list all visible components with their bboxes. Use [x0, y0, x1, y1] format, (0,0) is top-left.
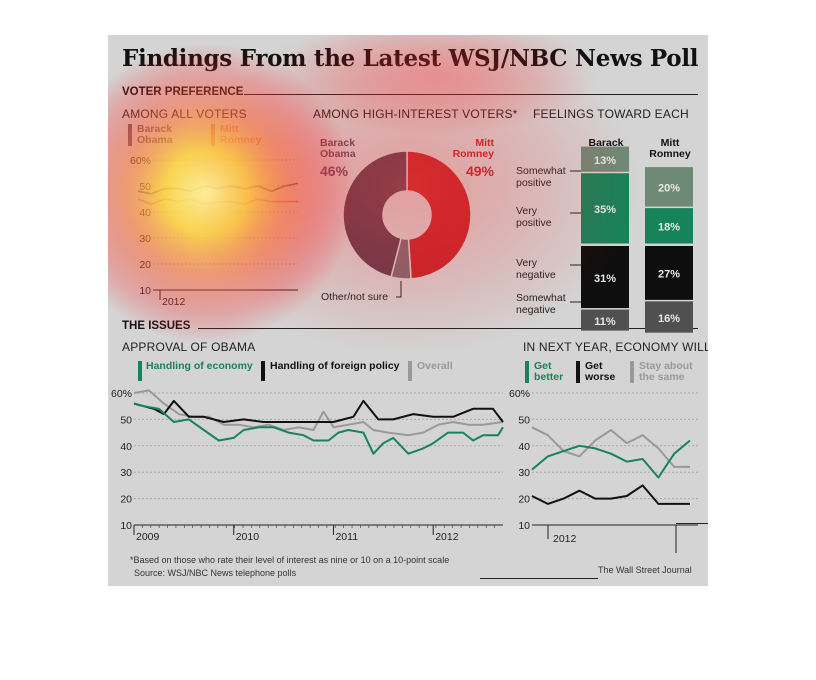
footnote: *Based on those who rate their level of … — [130, 555, 450, 565]
all-voters-y-tick: 20 — [139, 259, 151, 271]
feelings-obama-value-2: 31% — [594, 273, 616, 285]
infographic-panel: Findings From the Latest WSJ/NBC News Po… — [108, 35, 708, 586]
feelings-obama-value-3: 11% — [594, 316, 616, 328]
approval-y-tick: 10 — [120, 520, 132, 532]
economy-y-tick: 50 — [518, 414, 530, 426]
economy-legend-label: Handling of economy — [146, 360, 253, 372]
feelings-romney-value-3: 16% — [658, 313, 680, 325]
all-voters-x-tick: 2012 — [162, 296, 186, 308]
economy-line-get-better — [531, 439, 691, 479]
economy-line-stay-about-the-same — [531, 426, 690, 468]
all-voters-y-tick: 40 — [139, 207, 151, 219]
approval-line-overall — [133, 389, 504, 437]
overall-legend-swatch — [408, 361, 412, 381]
other-leader-line — [396, 281, 402, 298]
get-better-legend-label: Get better — [534, 360, 564, 383]
feelings-romney-bar-3 — [645, 301, 693, 333]
stray-line — [480, 578, 598, 579]
feelings-romney-value-0: 20% — [658, 183, 680, 195]
foreign-policy-legend-label: Handling of foreign policy — [270, 360, 400, 372]
stay-same-legend-swatch — [630, 361, 634, 383]
approval-x-tick: 2009 — [136, 531, 160, 543]
get-worse-legend-label: Get worse — [585, 360, 616, 383]
approval-y-tick: 20 — [120, 494, 132, 506]
approval-x-tick: 2010 — [236, 531, 260, 543]
feelings-romney-value-2: 27% — [658, 269, 680, 281]
economy-legend-swatch — [138, 361, 142, 381]
economy-x-tick: 2012 — [553, 533, 577, 545]
all-voters-y-tick: 60% — [130, 155, 151, 167]
get-worse-legend-swatch — [576, 361, 580, 383]
feelings-romney-bar-2 — [645, 246, 693, 300]
overall-legend-label: Overall — [417, 360, 453, 372]
economy-y-tick: 60% — [509, 388, 530, 400]
approval-line-handling-of-economy — [133, 402, 504, 455]
feelings-romney-bar-0 — [645, 167, 693, 207]
approval-line-handling-of-foreign-policy — [133, 399, 504, 423]
approval-y-tick: 30 — [120, 467, 132, 479]
feelings-romney-header: Mitt Romney — [649, 137, 691, 160]
feelings-obama-value-0: 13% — [594, 155, 616, 167]
approval-x-tick: 2012 — [435, 531, 459, 543]
feelings-romney-value-1: 18% — [658, 222, 680, 234]
approval-y-tick: 60% — [111, 388, 132, 400]
donut-slice-mitt-romney — [406, 150, 472, 280]
obama-line — [137, 182, 299, 195]
romney-line — [137, 198, 298, 205]
get-better-legend-swatch — [525, 361, 529, 383]
feelings-romney-bar-1 — [645, 208, 693, 244]
approval-y-tick: 40 — [120, 441, 132, 453]
approval-x-tick: 2011 — [335, 531, 358, 543]
economy-y-tick: 20 — [518, 494, 530, 506]
foreign-policy-legend-swatch — [261, 361, 265, 381]
economy-line-get-worse — [531, 484, 690, 505]
credit: The Wall Street Journal — [598, 565, 692, 575]
all-voters-y-tick: 30 — [139, 233, 151, 245]
approval-y-tick: 50 — [120, 414, 132, 426]
stray-line — [676, 523, 708, 524]
all-voters-y-tick: 10 — [139, 285, 151, 297]
economy-y-tick: 10 — [518, 520, 530, 532]
stay-same-legend-label: Stay about the same — [639, 360, 693, 383]
source-note: Source: WSJ/NBC News telephone polls — [134, 568, 297, 578]
charts-layer: 60%5040302010201213%35%31%11%20%18%27%16… — [111, 146, 698, 553]
economy-y-tick: 30 — [518, 467, 530, 479]
economy-y-tick: 40 — [518, 441, 530, 453]
feelings-obama-value-1: 35% — [594, 204, 616, 216]
